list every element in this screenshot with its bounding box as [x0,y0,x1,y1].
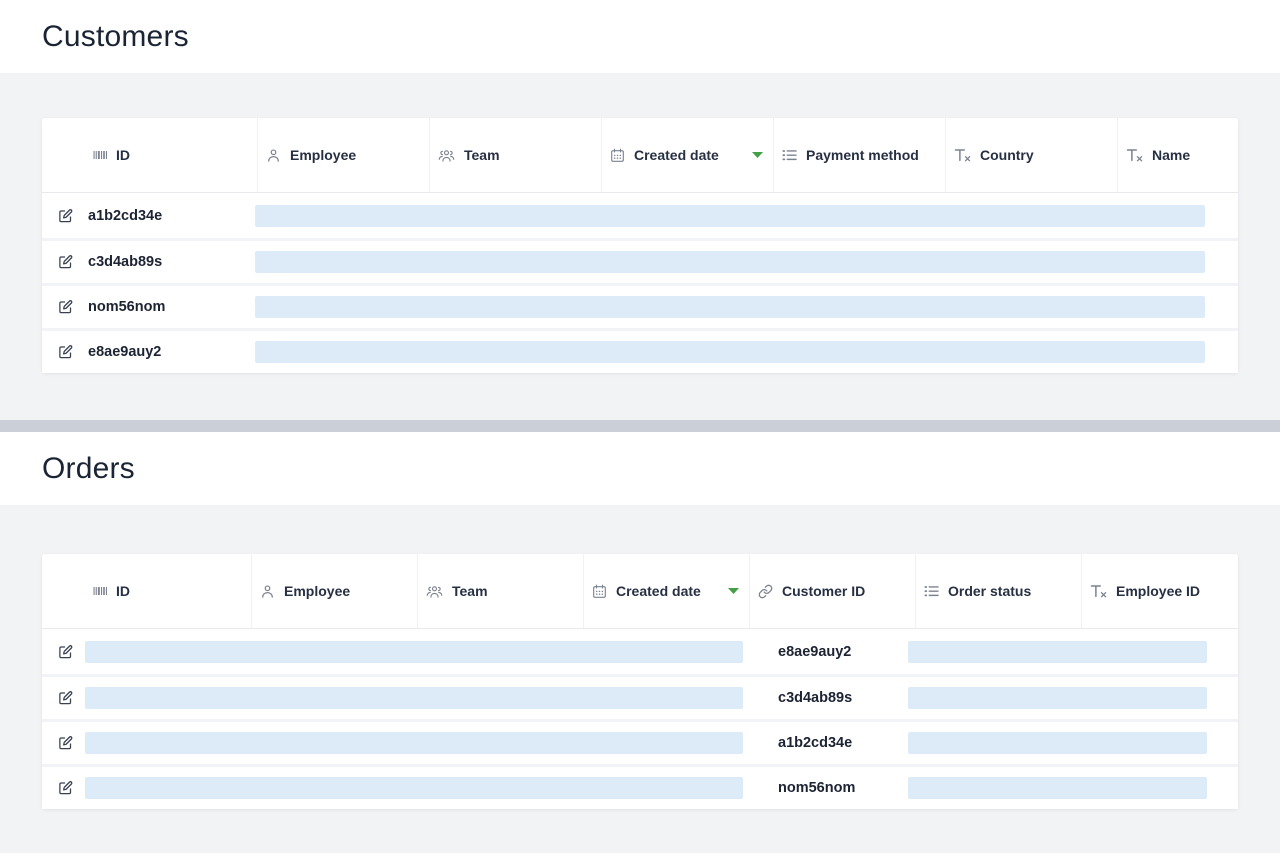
row-customer-id-cell[interactable]: a1b2cd34e [778,735,853,751]
link-icon [758,584,773,599]
edit-row-button[interactable] [56,642,75,661]
customers-table-zone: ID Employee Team Created date Pay [0,73,1280,420]
column-header-created-date[interactable]: Created date [601,118,773,192]
row-id-cell[interactable]: nom56nom [88,299,166,315]
orders-table-zone: ID Employee Team Created date Cus [0,505,1280,853]
orders-row-4: nom56nom [42,764,1238,809]
redacted-cells-bar[interactable] [85,640,743,663]
redacted-cells-bar[interactable] [85,732,743,754]
orders-row-3: a1b2cd34e [42,719,1238,764]
orders-header-row: ID Employee Team Created date Cus [42,554,1238,629]
column-header-id[interactable]: ID [85,118,257,192]
customers-header-row: ID Employee Team Created date Pay [42,118,1238,193]
row-id-cell[interactable]: a1b2cd34e [88,207,163,224]
redacted-cells-bar[interactable] [908,777,1207,799]
orders-table: ID Employee Team Created date Cus [42,554,1238,809]
column-header-team[interactable]: Team [429,118,601,192]
customers-section-header: Customers [0,0,1280,73]
redacted-cells-bar[interactable] [255,204,1205,227]
barcode-icon [93,148,107,162]
row-customer-id-cell[interactable]: nom56nom [778,780,856,796]
customers-table: ID Employee Team Created date Pay [42,118,1238,373]
customers-title: Customers [42,19,189,53]
column-header-employee[interactable]: Employee [251,554,417,628]
row-id-cell[interactable]: c3d4ab89s [88,254,163,270]
edit-row-button[interactable] [56,734,75,753]
calendar-icon [610,148,625,163]
list-icon [924,584,939,598]
text-type-icon [954,148,971,162]
redacted-cells-bar[interactable] [255,341,1205,363]
barcode-icon [93,584,107,598]
column-header-payment-method[interactable]: Payment method [773,118,945,192]
customers-row-1: a1b2cd34e [42,193,1238,238]
orders-row-1: e8ae9auy2 [42,629,1238,674]
list-icon [782,148,797,162]
edit-row-button[interactable] [56,779,75,798]
customers-row-3: nom56nom [42,283,1238,328]
team-icon [438,148,455,163]
redacted-cells-bar[interactable] [255,296,1205,318]
redacted-cells-bar[interactable] [908,687,1207,709]
row-id-cell[interactable]: e8ae9auy2 [88,344,162,360]
text-type-icon [1126,148,1143,162]
column-header-country[interactable]: Country [945,118,1117,192]
person-icon [266,148,281,163]
edit-row-button[interactable] [56,343,75,362]
column-header-created-date[interactable]: Created date [583,554,749,628]
redacted-cells-bar[interactable] [85,777,743,799]
edit-row-button[interactable] [56,253,75,272]
edit-row-button[interactable] [56,206,75,225]
sort-desc-icon[interactable] [752,152,763,158]
orders-title: Orders [42,451,135,485]
person-icon [260,584,275,599]
row-customer-id-cell[interactable]: c3d4ab89s [778,690,853,706]
section-divider [0,420,1280,432]
customers-row-4: e8ae9auy2 [42,328,1238,373]
column-header-employee[interactable]: Employee [257,118,429,192]
text-type-icon [1090,584,1107,598]
redacted-cells-bar[interactable] [908,732,1207,754]
column-header-customer-id[interactable]: Customer ID [749,554,915,628]
sort-desc-icon[interactable] [728,588,739,594]
edit-row-button[interactable] [56,689,75,708]
redacted-cells-bar[interactable] [255,251,1205,273]
redacted-cells-bar[interactable] [85,687,743,709]
column-header-team[interactable]: Team [417,554,583,628]
orders-section-header: Orders [0,432,1280,505]
column-header-id[interactable]: ID [85,554,251,628]
column-header-order-status[interactable]: Order status [915,554,1081,628]
edit-row-button[interactable] [56,298,75,317]
orders-row-2: c3d4ab89s [42,674,1238,719]
column-header-name[interactable]: Name [1117,118,1238,192]
redacted-cells-bar[interactable] [908,640,1207,663]
calendar-icon [592,584,607,599]
row-customer-id-cell[interactable]: e8ae9auy2 [778,643,852,660]
column-header-employee-id[interactable]: Employee ID [1081,554,1238,628]
team-icon [426,584,443,599]
customers-row-2: c3d4ab89s [42,238,1238,283]
